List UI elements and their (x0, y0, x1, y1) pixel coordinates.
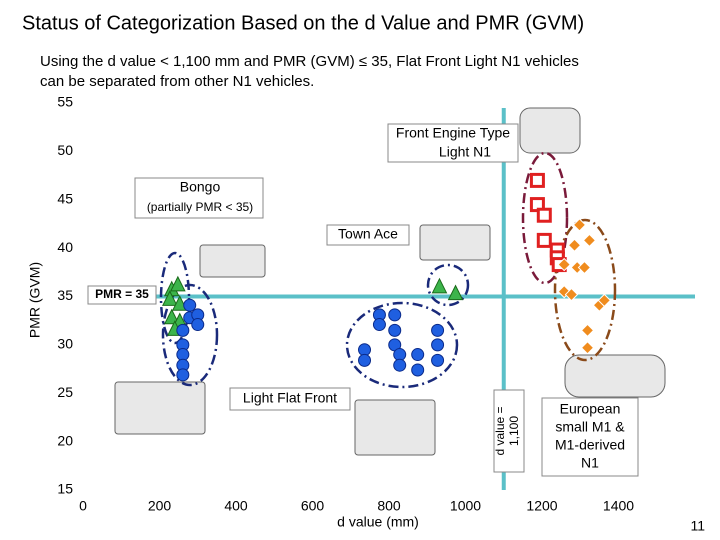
point (572, 218, 587, 232)
group-outline (159, 251, 191, 345)
group-outline (553, 218, 617, 362)
point (191, 318, 205, 332)
page-number: 11 (690, 518, 705, 534)
point (431, 338, 445, 352)
y-tick-label: 50 (57, 142, 73, 158)
point (358, 353, 372, 367)
point (162, 290, 178, 306)
group-outline (161, 283, 219, 387)
point (580, 323, 595, 338)
point (176, 323, 190, 337)
point (388, 308, 402, 322)
annotation: PMR = 35 (95, 287, 149, 301)
annotation: Front Engine Type (396, 125, 510, 141)
point (582, 233, 597, 248)
annotation: European (560, 401, 621, 417)
point (170, 275, 186, 292)
group-outline (426, 263, 470, 307)
point (597, 293, 612, 308)
label-box (87, 285, 157, 305)
x-tick-label: 1400 (603, 498, 634, 514)
point (431, 353, 445, 367)
label-box (326, 224, 410, 246)
label-box (387, 123, 519, 163)
annotation: 1,100 (507, 416, 521, 446)
y-tick-label: 45 (57, 190, 73, 206)
x-tick-label: 1000 (450, 498, 481, 514)
car-icon (519, 107, 581, 154)
point (567, 238, 582, 252)
point (577, 260, 592, 275)
point (163, 308, 180, 325)
slide-title: Status of Categorization Based on the d … (22, 12, 584, 34)
point (388, 323, 402, 337)
annotation: (partially PMR < 35) (147, 200, 253, 214)
point (447, 284, 464, 301)
subtitle-line: Using the d value < 1,100 mm and PMR (GV… (40, 53, 579, 70)
x-tick-label: 200 (148, 498, 172, 514)
point (536, 232, 552, 248)
point (372, 318, 386, 332)
x-tick-label: 800 (377, 498, 401, 514)
point (393, 358, 407, 372)
x-tick-label: 1200 (526, 498, 557, 514)
label-box (541, 397, 639, 477)
vehicle-icons (114, 107, 666, 456)
x-axis-label: d value (mm) (337, 514, 419, 530)
y-tick-label: 35 (57, 287, 73, 303)
group-outline (521, 151, 569, 285)
point (564, 287, 579, 302)
annotation: d value = (493, 406, 507, 455)
point (411, 348, 425, 362)
group-outline (345, 301, 459, 389)
y-tick-label: 25 (57, 384, 73, 400)
point (176, 368, 190, 382)
x-tick-label: 0 (79, 498, 87, 514)
label-box (229, 387, 351, 411)
y-tick-label: 30 (57, 336, 73, 352)
annotation: Light Flat Front (243, 390, 337, 406)
point (431, 323, 445, 337)
point (431, 277, 448, 294)
label-box (493, 389, 525, 473)
annotation: M1-derived (555, 437, 625, 453)
truck-icon (419, 224, 491, 261)
point (529, 172, 545, 188)
y-axis-label: PMR (GVM) (27, 262, 43, 338)
annotation: Bongo (180, 179, 221, 195)
point (183, 298, 197, 312)
y-tick-label: 20 (57, 432, 73, 448)
point (557, 257, 571, 272)
truck-icon (199, 244, 266, 278)
label-box (134, 177, 264, 219)
annotation: small M1 & (555, 419, 625, 435)
y-tick-label: 40 (57, 239, 73, 255)
car-icon (564, 354, 666, 398)
x-tick-label: 400 (224, 498, 248, 514)
annotation: Light N1 (439, 144, 491, 160)
subtitle-line: can be separated from other N1 vehicles. (40, 73, 314, 90)
point (171, 295, 188, 311)
annotation: Town Ace (338, 226, 398, 242)
y-tick-label: 15 (57, 481, 73, 497)
truck-icon (114, 381, 206, 435)
annotation: N1 (581, 455, 599, 471)
truck-icon (354, 399, 436, 456)
x-tick-label: 600 (301, 498, 325, 514)
y-tick-label: 55 (57, 94, 73, 110)
point (536, 207, 552, 223)
point (411, 363, 425, 377)
point (580, 341, 595, 355)
